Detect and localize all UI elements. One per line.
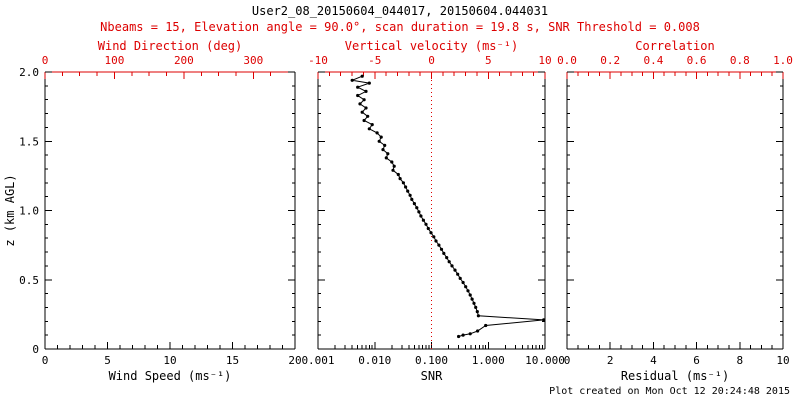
top-tick-label: 0.4 <box>643 54 663 67</box>
top-tick-label: 1.0 <box>773 54 793 67</box>
top-axis-title: Correlation <box>635 39 714 53</box>
x-tick-label: 5 <box>104 354 111 367</box>
top-axis-title: Vertical velocity (ms⁻¹) <box>345 39 518 53</box>
residual-panel: 0 2 4 6 8 10 Residual (ms⁻¹) 0.0 0.2 0.4 0.6 0.8 1.0… <box>557 39 793 383</box>
x-tick-label: 10 <box>163 354 176 367</box>
top-tick-label: 200 <box>174 54 194 67</box>
top-tick-label: 0.0 <box>557 54 577 67</box>
x-tick-label: 2 <box>607 354 614 367</box>
y-tick-label: 1.0 <box>19 205 39 218</box>
top-tick-label: 300 <box>243 54 263 67</box>
x-axis-title: Residual (ms⁻¹) <box>621 369 729 383</box>
x-tick-label: 4 <box>650 354 657 367</box>
x-tick-label: 6 <box>693 354 700 367</box>
x-tick-label: 0.100 <box>415 354 448 367</box>
x-tick-label: 0.001 <box>301 354 334 367</box>
top-tick-label: 0 <box>428 54 435 67</box>
top-axis-title: Wind Direction (deg) <box>98 39 243 53</box>
x-tick-label: 0.010 <box>358 354 391 367</box>
x-tick-label: 8 <box>736 354 743 367</box>
top-tick-label: 100 <box>105 54 125 67</box>
x-tick-label: 0 <box>564 354 571 367</box>
y-tick-label: 0.5 <box>19 274 39 287</box>
top-tick-label: 0 <box>42 54 49 67</box>
top-tick-label: 0.6 <box>687 54 707 67</box>
plot-created-timestamp: Plot created on Mon Oct 12 20:24:48 2015 <box>549 386 790 397</box>
x-axis-title: SNR <box>421 369 443 383</box>
y-tick-label: 2.0 <box>19 66 39 79</box>
top-tick-label: 5 <box>485 54 492 67</box>
top-tick-label: 0.2 <box>600 54 620 67</box>
y-axis-title: z (km AGL) <box>3 174 17 246</box>
snr-profile-series <box>350 74 546 339</box>
x-tick-label: 0 <box>42 354 49 367</box>
y-tick-label: 1.5 <box>19 135 39 148</box>
x-tick-label: 1.000 <box>472 354 505 367</box>
wind-panel: 0 5 10 15 20 Wind Speed (ms⁻¹) 0 100 200 300Wind … <box>3 39 302 383</box>
top-tick-label: -10 <box>308 54 328 67</box>
plot-title: User2_08_20150604_044017, 20150604.04403… <box>251 4 549 18</box>
x-tick-label: 10 <box>776 354 789 367</box>
plot-subtitle: Nbeams = 15, Elevation angle = 90.0°, sc… <box>100 20 700 34</box>
snr-panel: 0.001 0.010 0.100 1.000 10.000 SNR -10 -5 0 5 10 Ve… <box>301 39 564 383</box>
top-tick-label: 10 <box>538 54 551 67</box>
top-tick-label: -5 <box>368 54 381 67</box>
top-tick-label: 0.8 <box>730 54 750 67</box>
x-tick-label: 15 <box>226 354 239 367</box>
x-tick-label: 10.000 <box>525 354 565 367</box>
y-tick-label: 0 <box>32 343 39 356</box>
x-tick-label: 20 <box>288 354 301 367</box>
x-axis-title: Wind Speed (ms⁻¹) <box>109 369 232 383</box>
